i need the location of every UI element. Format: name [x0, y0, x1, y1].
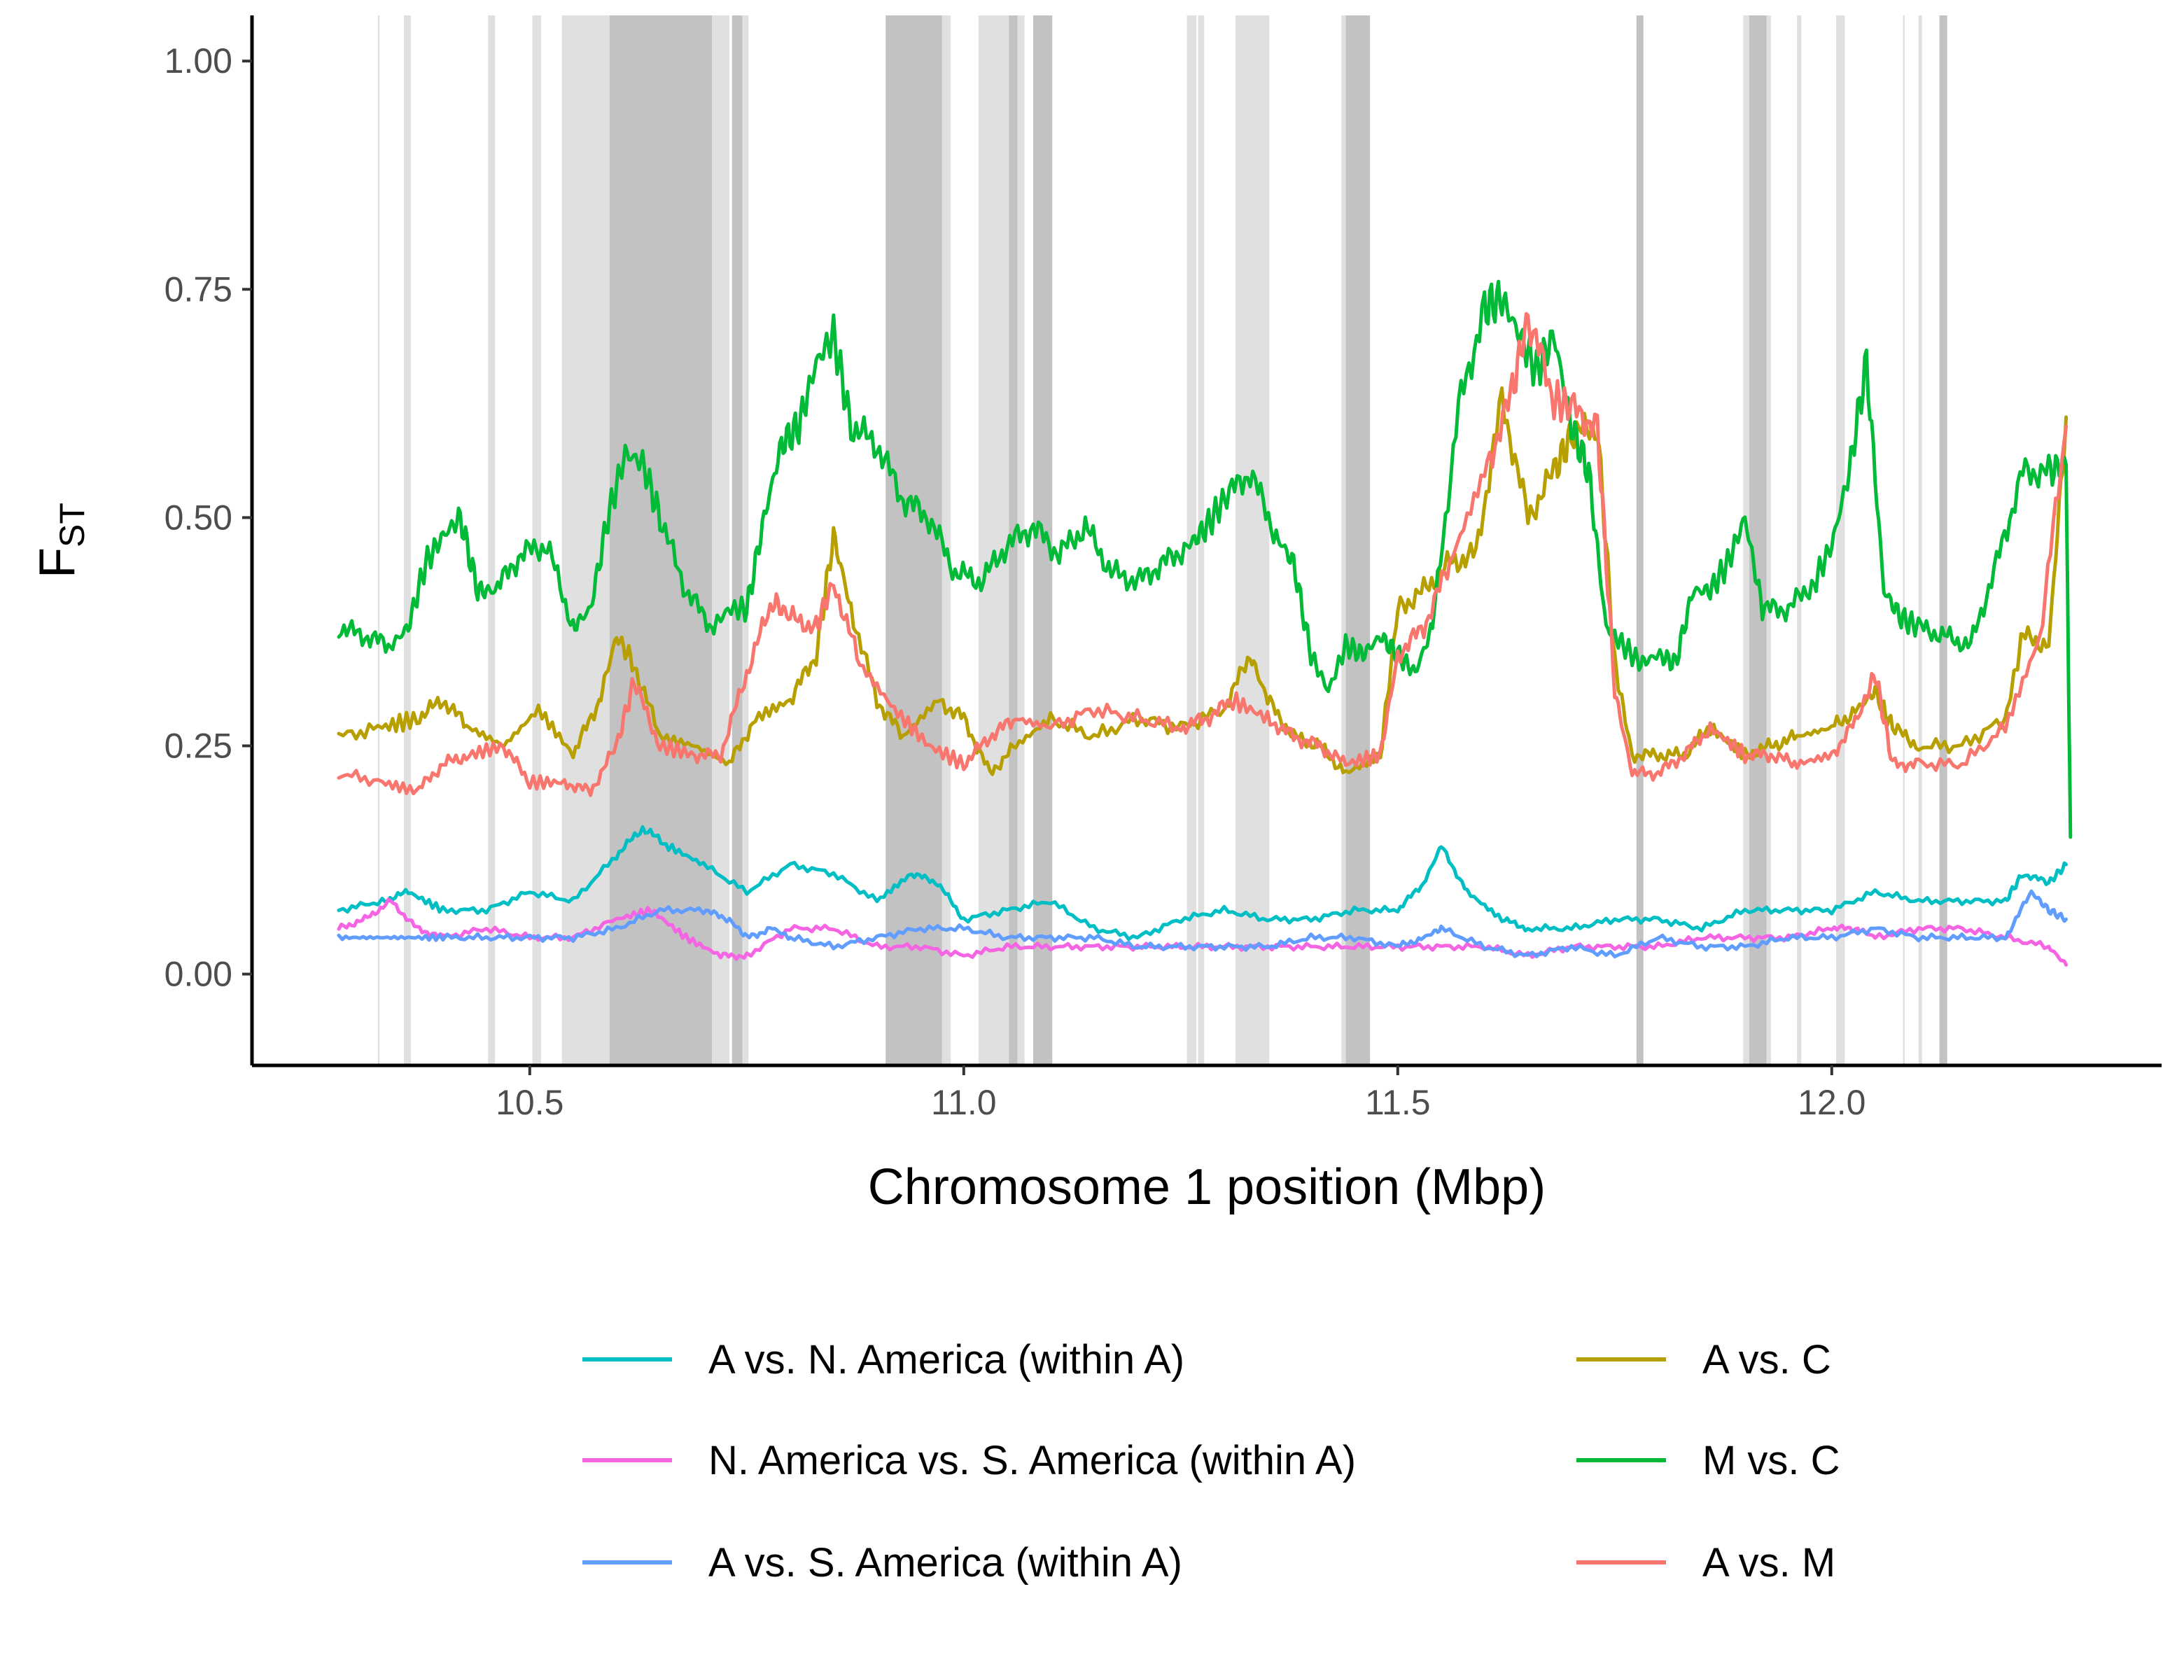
legend-item: A vs. C — [1576, 1337, 1831, 1382]
shaded-region — [532, 15, 541, 1065]
shaded-region — [1198, 15, 1205, 1065]
y-tick-label: 0.25 — [164, 726, 232, 765]
series-line — [337, 386, 2068, 776]
shaded-region — [1918, 15, 1922, 1065]
legend-item: A vs. S. America (within A) — [582, 1540, 1182, 1586]
x-tick-label: 12.0 — [1798, 1083, 1865, 1122]
ticks: 0.00 0.25 0.50 0.75 1.00 10.5 11.0 11.5 12.0 — [164, 41, 1866, 1122]
legend-item: A vs. N. America (within A) — [582, 1337, 1184, 1382]
series-line — [337, 897, 2068, 967]
shaded-region — [1797, 15, 1802, 1065]
legend-label: A vs. M — [1702, 1540, 1835, 1586]
x-axis-title: Chromosome 1 position (Mbp) — [868, 1159, 1546, 1215]
y-axis-title-main: F — [29, 547, 85, 578]
shaded-region — [886, 15, 942, 1065]
shaded-region — [742, 15, 749, 1065]
series-line — [337, 825, 2068, 941]
shaded-region — [1345, 15, 1371, 1065]
shaded-region — [1749, 15, 1767, 1065]
y-tick-label: 0.00 — [164, 955, 232, 994]
legend-label: A vs. S. America (within A) — [708, 1540, 1182, 1586]
shaded-region — [1636, 15, 1644, 1065]
series-line — [337, 312, 2068, 797]
y-axis-title: FST — [29, 503, 92, 578]
series-lines — [337, 279, 2073, 967]
shaded-region — [1903, 15, 1905, 1065]
series-line — [337, 889, 2068, 959]
shaded-region — [1939, 15, 1947, 1065]
shaded-regions — [377, 15, 1947, 1065]
y-axis-title-sub: ST — [52, 503, 92, 547]
shaded-region — [1766, 15, 1771, 1065]
legend-label: N. America vs. S. America (within A) — [708, 1438, 1356, 1483]
y-tick-label: 0.75 — [164, 270, 232, 309]
legend-label: A vs. C — [1702, 1337, 1831, 1382]
shaded-region — [1235, 15, 1270, 1065]
shaded-region — [712, 15, 729, 1065]
shaded-region — [1743, 15, 1749, 1065]
x-tick-label: 10.5 — [496, 1083, 564, 1122]
x-tick-label: 11.0 — [931, 1083, 997, 1122]
shaded-region — [377, 15, 380, 1065]
shaded-region — [941, 15, 951, 1065]
legend-label: M vs. C — [1702, 1438, 1840, 1483]
legend-item: N. America vs. S. America (within A) — [582, 1438, 1356, 1483]
shaded-region — [609, 15, 713, 1065]
shaded-region — [978, 15, 1009, 1065]
x-tick-label: 11.5 — [1365, 1083, 1431, 1122]
shaded-region — [1836, 15, 1845, 1065]
y-tick-label: 0.50 — [164, 498, 232, 537]
shaded-region — [732, 15, 743, 1065]
legend: A vs. N. America (within A) N. America vs… — [582, 1337, 1840, 1586]
legend-item: A vs. M — [1576, 1540, 1835, 1586]
y-tick-label: 1.00 — [164, 41, 232, 80]
shaded-region — [1341, 15, 1346, 1065]
series-line — [337, 279, 2073, 839]
shaded-region — [488, 15, 496, 1065]
shaded-region — [404, 15, 411, 1065]
legend-label: A vs. N. America (within A) — [708, 1337, 1184, 1382]
legend-item: M vs. C — [1576, 1438, 1840, 1483]
axes — [250, 15, 2162, 1068]
